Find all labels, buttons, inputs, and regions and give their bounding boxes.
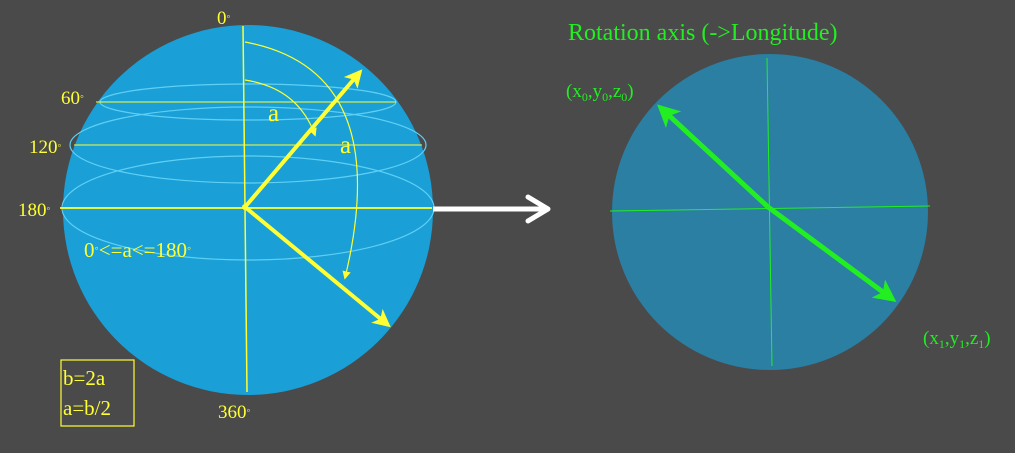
rotation-axis-title: Rotation axis (->Longitude) <box>568 20 837 46</box>
angle-arc-inner <box>244 79 317 137</box>
disk-vertical-line <box>766 57 773 367</box>
vector-arrow-to-p1 <box>766 204 897 303</box>
vector-arrow-lower <box>243 205 391 328</box>
formula-line-1: b=2a <box>63 366 106 390</box>
transition-arrow-head <box>525 194 551 224</box>
degree-label-60: 60◦ <box>61 88 84 109</box>
degree-label-180: 180◦ <box>18 200 51 221</box>
vector-arrow-upper <box>243 69 363 209</box>
degree-label-360: 360◦ <box>218 402 251 423</box>
point-label-p1: (x1,y1,z1) <box>923 328 991 351</box>
formula-box: b=2a a=b/2 <box>60 359 135 427</box>
angle-range-label: 0◦<=a<=180◦ <box>84 238 191 262</box>
degree-label-0: 0◦ <box>217 8 231 29</box>
degree-label-120: 120◦ <box>29 137 62 158</box>
sphere-center-point <box>242 204 248 210</box>
formula-box-border <box>60 359 135 427</box>
projection-group: Rotation axis (->Longitude) (x0,y0,z0) (… <box>566 20 991 370</box>
angle-arc-outer <box>244 41 359 280</box>
formula-line-2: a=b/2 <box>63 396 111 420</box>
transition-arrow <box>433 194 551 224</box>
point-label-p0: (x0,y0,z0) <box>566 81 634 104</box>
angle-label-inner: a <box>268 100 279 127</box>
latitude-ellipse-120 <box>69 106 427 184</box>
vector-arrow-to-p0 <box>657 104 770 209</box>
angle-label-outer: a <box>340 132 351 159</box>
sphere-group: 0◦ 60◦ 120◦ 180◦ 360◦ a a 0◦<=a<=180◦ <box>18 8 435 423</box>
